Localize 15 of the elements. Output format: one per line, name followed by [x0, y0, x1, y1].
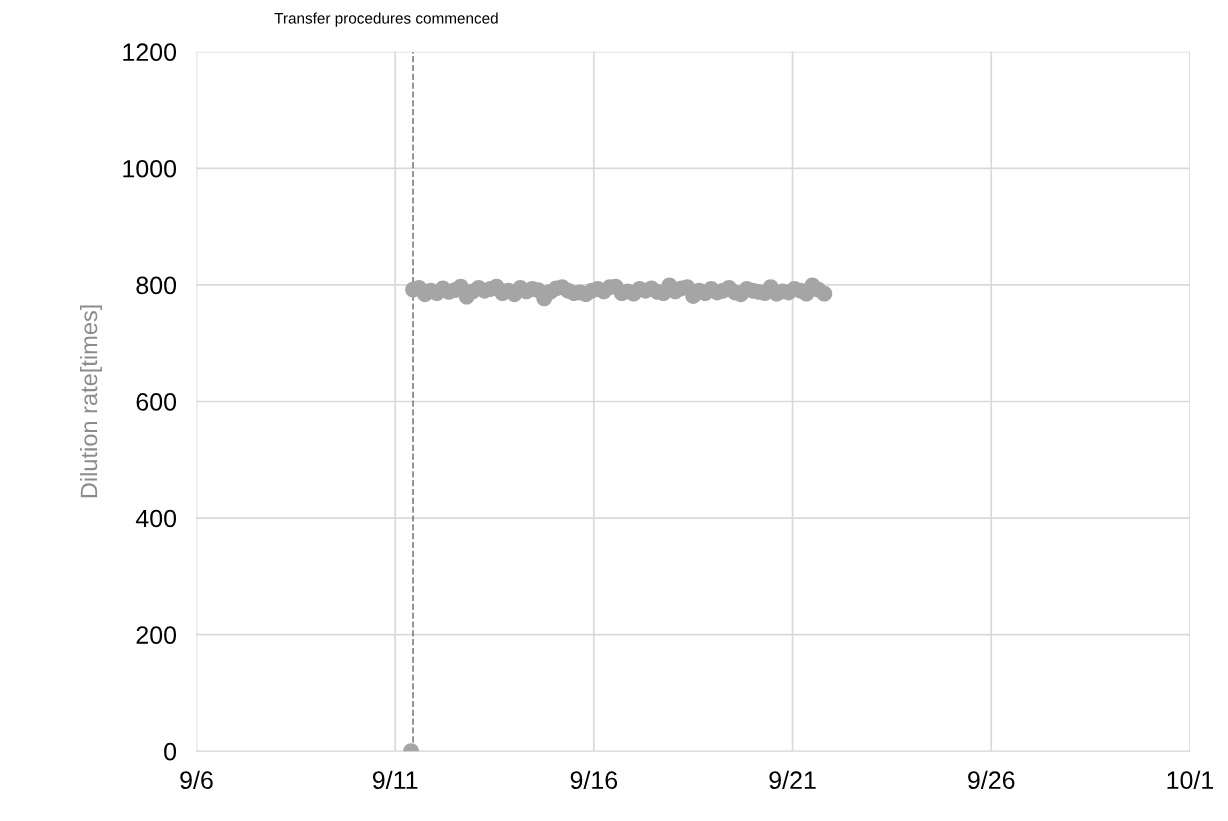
x-tick-label: 9/11 [372, 770, 418, 790]
y-tick-label: 200 [136, 626, 177, 644]
y-tick-label: 1200 [123, 43, 177, 62]
y-axis-title: Dilution rate[times] [79, 305, 102, 498]
y-tick-label: 600 [136, 393, 177, 411]
x-tick-label: 9/21 [769, 770, 816, 790]
ref-line-label: Transfer procedures commenced [274, 12, 498, 27]
x-tick-label: 9/16 [570, 770, 618, 790]
y-tick-label: 800 [136, 276, 177, 295]
x-tick-label: 9/6 [180, 770, 213, 790]
y-tick-label: 400 [135, 509, 177, 528]
y-tick-label: 0 [164, 742, 177, 761]
x-tick-label: 10/1 [1167, 770, 1214, 790]
y-tick-label: 1000 [123, 159, 177, 178]
x-tick-label: 9/26 [968, 770, 1015, 790]
